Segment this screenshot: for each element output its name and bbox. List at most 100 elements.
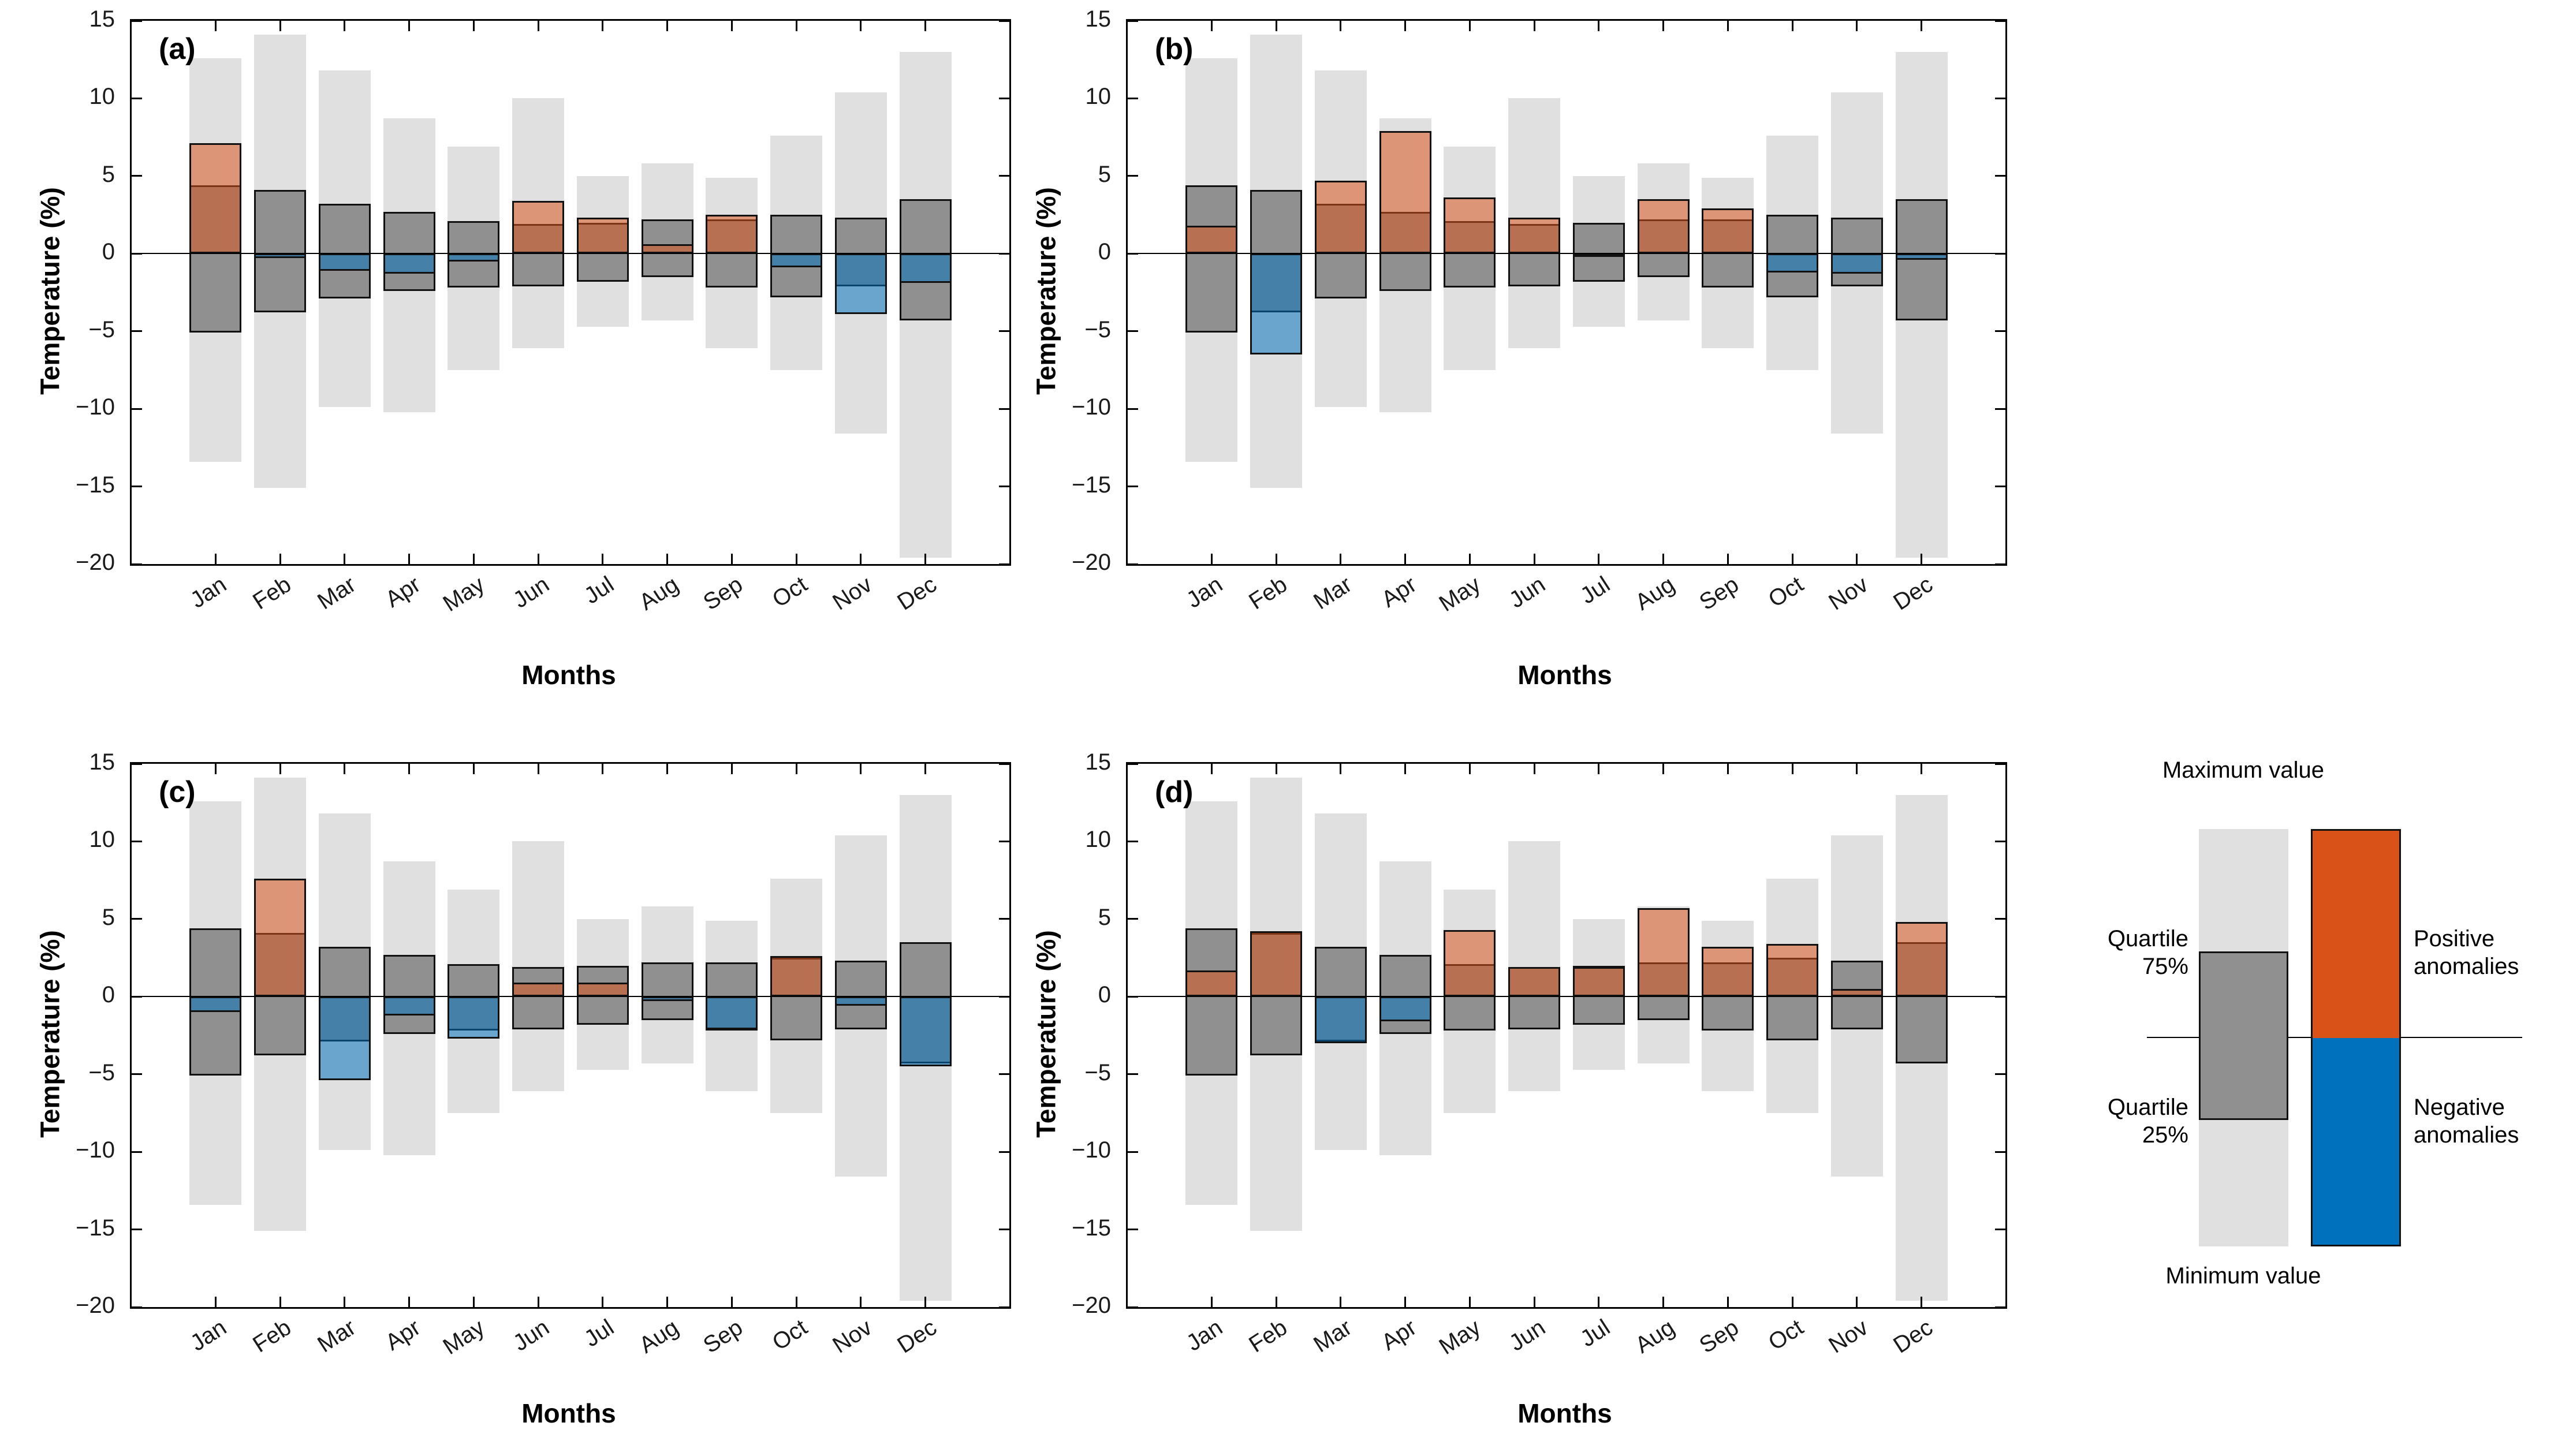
y-tick-label: 0	[102, 982, 115, 1008]
anomaly-bar-negative	[641, 996, 693, 1002]
anomaly-bar-positive	[1637, 199, 1690, 254]
legend-positive-label: Positive anomalies	[2414, 926, 2519, 979]
x-tick-mark	[795, 554, 797, 564]
anomaly-bar-negative	[1314, 996, 1367, 1043]
y-tick-mark	[1128, 1151, 1138, 1153]
anomaly-bar-positive	[1508, 218, 1561, 254]
anomaly-bar-positive	[576, 983, 629, 997]
anomaly-bar-positive	[1702, 208, 1754, 254]
y-tick-mark	[999, 1073, 1009, 1076]
y-tick-mark	[132, 1073, 142, 1076]
temperature-anomalies-figure: Temperature (%) 15 10 5 0 −5 −10 −15 −20 (a) Jan Fe…	[35, 6, 2522, 1428]
y-tick-label: −10	[1072, 394, 1111, 420]
x-tick-mark	[730, 764, 733, 774]
y-tick-label: −15	[76, 1215, 115, 1241]
x-tick-mark	[1598, 21, 1600, 31]
x-tick-mark	[730, 1297, 733, 1307]
x-tick-mark	[795, 21, 797, 31]
x-tick-mark	[1727, 1297, 1729, 1307]
x-tick-mark	[1533, 21, 1535, 31]
x-tick-mark	[795, 1297, 797, 1307]
zero-line	[132, 996, 1009, 998]
x-tick-mark	[279, 1297, 281, 1307]
x-tick-mark	[1404, 764, 1407, 774]
x-tick-mark	[344, 554, 346, 564]
x-tick-mark	[537, 21, 539, 31]
x-tick-mark	[666, 764, 669, 774]
y-tick-mark	[999, 563, 1009, 565]
anomaly-bar-negative	[318, 996, 371, 1081]
x-tick-mark	[860, 764, 862, 774]
panel-letter: (c)	[159, 775, 196, 809]
anomaly-bar-positive	[1572, 967, 1625, 997]
x-tick-mark	[214, 1297, 217, 1307]
x-tick-mark	[1468, 764, 1471, 774]
x-tick-mark	[537, 554, 539, 564]
y-tick-mark	[999, 97, 1009, 99]
x-tick-mark	[602, 1297, 604, 1307]
y-tick-mark	[1995, 97, 2005, 99]
x-tick-mark	[408, 764, 411, 774]
x-tick-mark	[472, 764, 475, 774]
y-tick-mark	[132, 486, 142, 488]
y-tick-mark	[999, 1229, 1009, 1231]
x-tick-mark	[1921, 21, 1923, 31]
y-tick-mark	[1995, 1073, 2005, 1076]
quartile-box	[834, 961, 887, 1029]
y-tick-label: 10	[89, 84, 115, 110]
anomaly-bar-positive	[1379, 130, 1431, 254]
x-tick-mark	[1598, 554, 1600, 564]
anomaly-bar-negative	[448, 253, 500, 262]
legend-minimum-label: Minimum value	[2165, 1263, 2321, 1289]
x-tick-mark	[279, 21, 281, 31]
anomaly-bar-positive	[641, 244, 693, 254]
x-tick-mark	[279, 764, 281, 774]
y-tick-label: −15	[76, 472, 115, 498]
x-tick-mark	[1921, 554, 1923, 564]
y-tick-mark	[1995, 1306, 2005, 1308]
x-tick-mark	[1727, 764, 1729, 774]
y-tick-mark	[132, 20, 142, 22]
x-tick-mark	[1340, 554, 1342, 564]
anomaly-bar-negative	[706, 996, 758, 1029]
y-tick-label: −20	[76, 1293, 115, 1318]
y-tick-label: 0	[1098, 239, 1111, 265]
y-tick-mark	[132, 840, 142, 842]
y-tick-mark	[1128, 563, 1138, 565]
anomaly-bar-positive	[1444, 929, 1496, 997]
y-tick-mark	[1128, 252, 1138, 255]
x-tick-mark	[1727, 554, 1729, 564]
x-tick-mark	[1662, 764, 1665, 774]
x-tick-mark	[1275, 1297, 1277, 1307]
y-tick-label: 0	[1098, 982, 1111, 1008]
x-tick-mark	[1275, 21, 1277, 31]
x-tick-mark	[1921, 1297, 1923, 1307]
x-tick-mark	[602, 554, 604, 564]
y-tick-label: 15	[1085, 749, 1112, 775]
x-tick-mark	[214, 21, 217, 31]
x-tick-mark	[279, 554, 281, 564]
anomaly-bar-positive	[770, 956, 823, 997]
y-tick-mark	[132, 97, 142, 99]
y-tick-mark	[1995, 408, 2005, 410]
y-tick-label: 5	[1098, 161, 1111, 187]
anomaly-bar-positive	[254, 878, 307, 997]
anomaly-bar-negative	[318, 253, 371, 271]
y-tick-label: −10	[76, 1137, 115, 1163]
y-tick-mark	[1128, 1073, 1138, 1076]
anomaly-bar-positive	[1185, 225, 1238, 254]
y-tick-mark	[999, 840, 1009, 842]
y-tick-mark	[132, 330, 142, 333]
plot-area	[130, 762, 1011, 1309]
y-tick-mark	[1128, 840, 1138, 842]
x-tick-mark	[1856, 554, 1858, 564]
x-tick-mark	[1340, 1297, 1342, 1307]
y-tick-label: 5	[1098, 904, 1111, 930]
y-tick-label: 10	[1085, 827, 1112, 853]
legend-anomaly-bar	[2311, 829, 2401, 1246]
x-tick-mark	[1210, 1297, 1213, 1307]
y-tick-mark	[132, 175, 142, 177]
y-tick-label: −20	[1072, 550, 1111, 575]
y-tick-label: −5	[1084, 1059, 1111, 1085]
x-tick-mark	[1791, 554, 1793, 564]
